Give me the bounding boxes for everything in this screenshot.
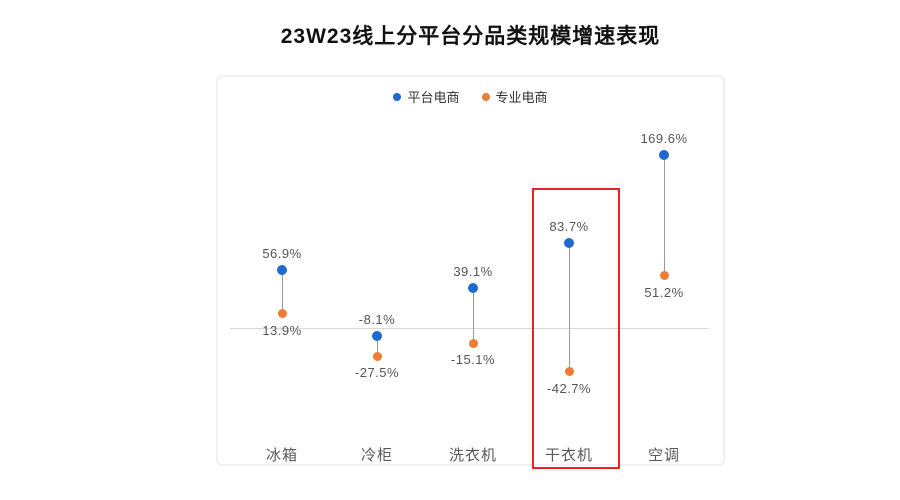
platform-value-label: 39.1% [453,264,493,280]
specialty-point [372,351,382,361]
zero-axis-line [230,328,709,329]
specialty-point [659,271,669,281]
specialty-point [564,367,574,377]
legend-item-specialty: 专业电商 [481,87,548,106]
platform-value-label: 56.9% [262,245,302,261]
category-label: 空调 [647,447,681,464]
specialty-value-label: 13.9% [262,322,302,338]
platform-value-label: -8.1% [358,312,396,328]
legend-item-platform: 平台电商 [393,87,460,106]
category-label: 洗衣机 [448,447,498,464]
chart-title: 23W23线上分平台分品类规模增速表现 [280,25,661,48]
legend-marker-platform-icon [393,92,402,101]
platform-point [372,331,382,342]
platform-value-label: 83.7% [549,218,589,234]
category-label: 冰箱 [265,447,299,464]
legend-label-specialty: 专业电商 [495,90,548,105]
legend-marker-specialty-icon [481,92,490,101]
connector-line [281,269,283,314]
platform-point [468,283,478,294]
legend: 平台电商 专业电商 [218,87,723,106]
specialty-value-label: 51.2% [644,284,684,300]
category-label: 干衣机 [544,447,594,464]
connector-line [663,155,665,276]
specialty-value-label: -15.1% [450,352,496,368]
platform-value-label: 169.6% [640,131,688,146]
chart-plot-area: 平台电商 专业电商 56.9% 13.9% 冰箱 -8.1% -27.5% 冷柜 39.1%… [216,75,725,469]
specialty-point [468,338,478,348]
connector-line [376,336,378,357]
specialty-value-label: -42.7% [546,380,592,396]
connector-line [568,242,570,372]
specialty-value-label: -27.5% [354,365,400,381]
specialty-point [277,309,287,319]
platform-point [564,237,574,248]
platform-point [659,150,669,160]
legend-label-platform: 平台电商 [407,90,460,105]
platform-point [277,264,287,275]
connector-line [472,288,474,344]
category-label: 冷柜 [360,447,394,464]
